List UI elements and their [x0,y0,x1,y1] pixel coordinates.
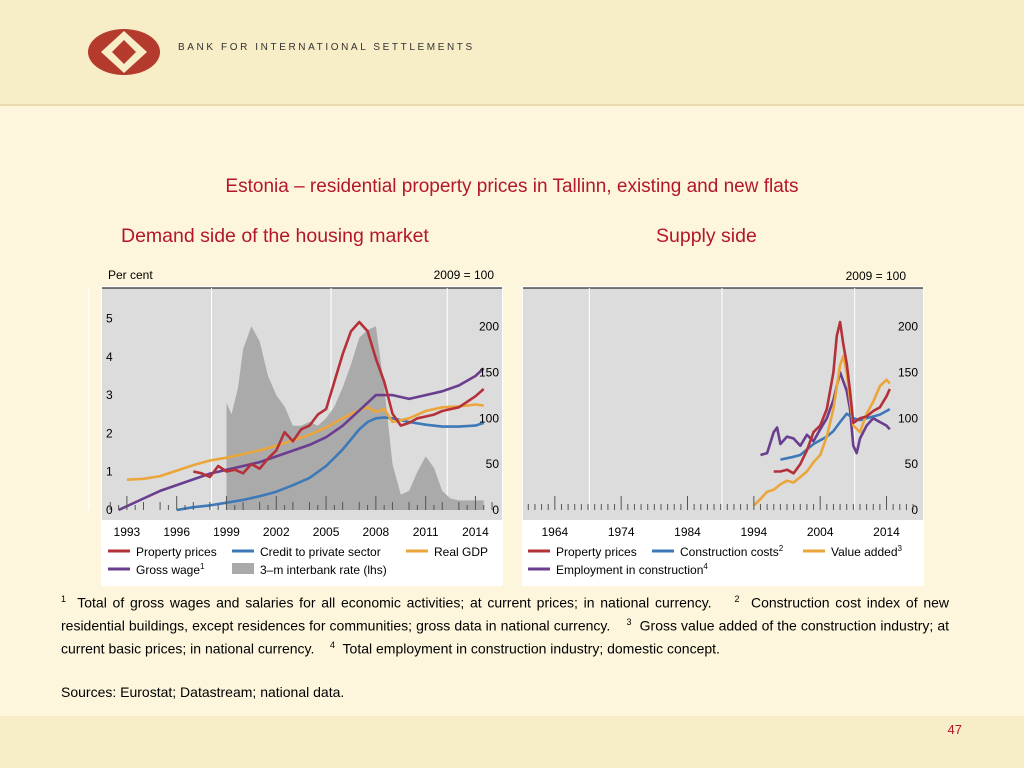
sources-note: Sources: Eurostat; Datastream; national … [61,684,345,700]
footnote-2: Construction cost index of new residenti… [61,594,950,634]
right-xtick-label: 2004 [807,525,834,539]
footnote-1-marker: 1 [61,594,67,604]
right-ytick-label: 200 [898,320,918,334]
left-right-ytick-label: 150 [479,365,499,379]
left-xtick-label: 2011 [413,525,439,539]
left-xtick-label: 2002 [263,525,290,539]
left-ytick-label: 1 [106,465,113,479]
right-ytick-label: 0 [911,503,918,517]
right-chart-title: Supply side [656,225,757,247]
series-employment-construction [760,371,891,457]
footer-bar [0,716,1024,768]
series-real-gdp [126,403,484,481]
series-credit-private-sector [176,416,485,512]
series-construction-costs [780,407,891,461]
series-gross-wage [118,367,485,512]
left-right-ytick-label: 0 [492,503,499,517]
left-chart-title: Demand side of the housing market [121,225,429,247]
left-ytick-label: 5 [106,312,113,326]
right-xtick-label: 2014 [873,525,900,539]
legend-label-real-gdp: Real GDP [434,545,488,559]
brand-name: BANK FOR INTERNATIONAL SETTLEMENTS [178,42,475,53]
left-xtick-label: 1996 [163,525,190,539]
left-ytick-label: 3 [106,388,113,402]
legend-swatch-interbank [232,563,254,574]
left-ytick-label: 2 [106,426,113,440]
right-xtick-label: 1974 [608,525,635,539]
left-xtick-label: 2005 [313,525,340,539]
footnotes: 1 Total of gross wages and salaries for … [61,590,949,659]
footnote-1: Total of gross wages and salaries for al… [77,594,712,611]
left-ytick-label: 4 [106,350,113,364]
bis-logo [88,29,160,75]
footnote-3: Gross value added of the construction in… [61,617,950,657]
left-right-ytick-label: 200 [479,320,499,334]
right-plot-area [523,288,923,520]
footnote-4: Total employment in construction industr… [342,640,720,657]
left-right-ytick-label: 50 [486,457,500,471]
left-right-axis-unit: 2009 = 100 [434,268,495,282]
right-xtick-label: 1984 [674,525,701,539]
left-ytick-label: 0 [106,503,113,517]
legend-label-construction-costs: Construction costs2 [680,544,784,559]
left-xtick-label: 1993 [114,525,141,539]
left-xtick-label: 1999 [213,525,240,539]
legend-label-interbank: 3–m interbank rate (lhs) [260,563,387,577]
right-ytick-label: 150 [898,365,918,379]
page-number: 47 [947,722,962,737]
series-property-prices-supply [773,320,891,475]
left-right-ytick-label: 100 [479,411,499,425]
right-xtick-label: 1964 [541,525,568,539]
right-axis-unit: 2009 = 100 [846,269,907,283]
left-xtick-label: 2008 [363,525,390,539]
footnote-3-marker: 3 [626,617,632,628]
right-ytick-label: 50 [905,457,919,471]
left-xtick-label: 2014 [462,525,489,539]
left-axis-unit: Per cent [108,268,153,282]
footnote-4-marker: 4 [329,640,335,651]
right-xtick-label: 1994 [740,525,767,539]
legend-label-credit: Credit to private sector [260,545,381,559]
footnote-2-marker: 2 [734,594,740,604]
legend-label-value-added: Value added3 [831,544,903,559]
series-interbank-rate-area [226,326,484,510]
legend-label-employment: Employment in construction4 [556,562,708,577]
main-title: Estonia – residential property prices in… [225,176,799,197]
series-value-added [752,354,891,507]
header-bar [0,0,1024,106]
legend-label-gross-wage: Gross wage1 [136,562,205,577]
right-ytick-label: 100 [898,411,918,425]
legend-label-property-prices-supply: Property prices [556,545,637,559]
series-property-prices [193,320,485,479]
legend-label-property-prices: Property prices [136,545,217,559]
